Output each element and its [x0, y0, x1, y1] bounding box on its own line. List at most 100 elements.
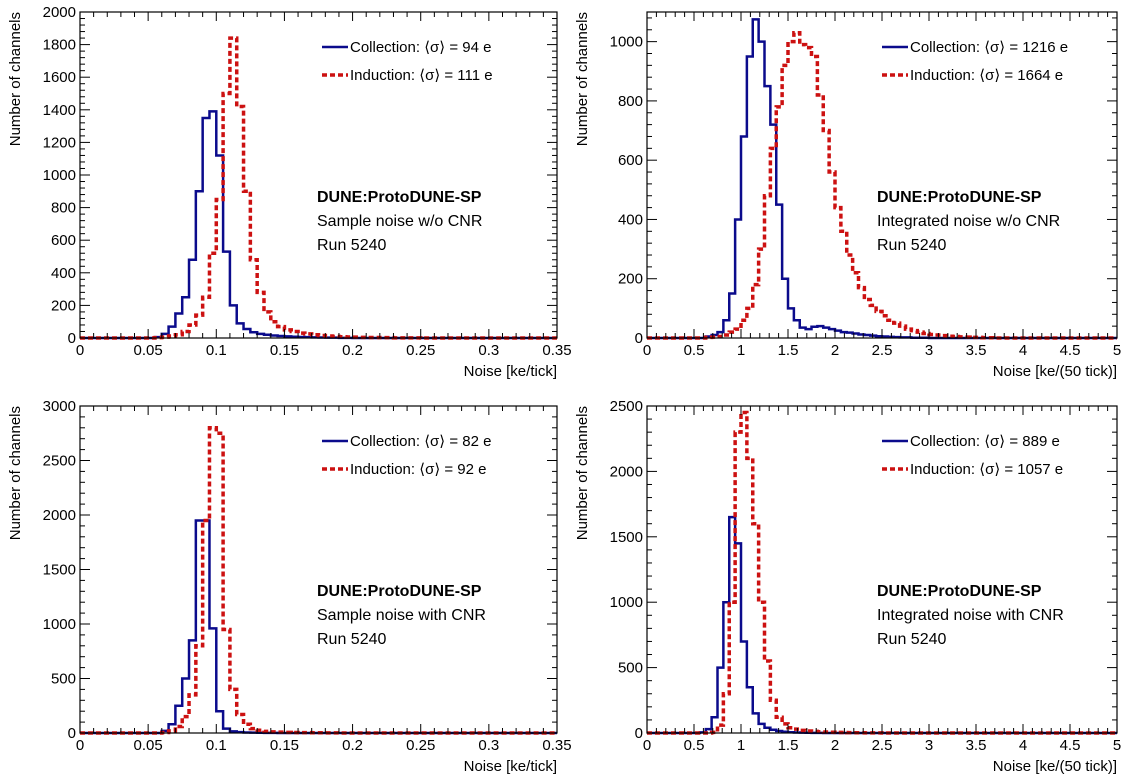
- x-tick-label: 4.5: [1060, 737, 1081, 754]
- x-tick-label: 2.5: [872, 737, 893, 754]
- y-tick-label: 0: [635, 725, 643, 742]
- noise-description: Integrated noise w/o CNR: [877, 213, 1060, 230]
- legend-label-collection: Collection: ⟨σ⟩ = 1216 e: [910, 39, 1068, 56]
- y-tick-label: 1000: [610, 34, 643, 51]
- y-tick-label: 600: [51, 232, 76, 249]
- y-axis-title: Number of channels: [7, 12, 24, 146]
- x-axis-title: Noise [ke/(50 tick)]: [993, 363, 1117, 380]
- x-tick-label: 0.2: [342, 342, 363, 359]
- legend-label-collection: Collection: ⟨σ⟩ = 82 e: [350, 433, 491, 450]
- run-label: Run 5240: [877, 631, 946, 648]
- y-tick-label: 200: [618, 271, 643, 288]
- y-tick-label: 1000: [610, 594, 643, 611]
- y-tick-label: 2000: [43, 4, 76, 21]
- plot-frame: [79, 405, 558, 734]
- x-tick-label: 0: [643, 342, 651, 359]
- x-tick-label: 0.5: [684, 342, 705, 359]
- x-tick-label: 0: [76, 342, 84, 359]
- legend-label-induction: Induction: ⟨σ⟩ = 1664 e: [910, 67, 1063, 84]
- experiment-label: DUNE:ProtoDUNE-SP: [877, 583, 1042, 600]
- chart-panel-4: 0 0.5 1 1.5 2 2.5 3 3.5 4 4.5 5 0 500 1000 1500 2000 250…: [574, 398, 1121, 775]
- y-tick-label: 1500: [43, 562, 76, 579]
- collection-histogram: [647, 515, 1117, 735]
- x-tick-label: 0.25: [406, 737, 435, 754]
- legend-label-induction: Induction: ⟨σ⟩ = 1057 e: [910, 461, 1063, 478]
- run-label: Run 5240: [317, 631, 386, 648]
- x-tick-label: 4.5: [1060, 342, 1081, 359]
- y-axis-title: Number of channels: [574, 12, 591, 146]
- x-tick-label: 0.25: [406, 342, 435, 359]
- x-tick-label: 0.15: [270, 737, 299, 754]
- plot-frame: [646, 11, 1118, 339]
- y-tick-label: 600: [618, 152, 643, 169]
- x-axis-title: Noise [ke/tick]: [464, 758, 557, 775]
- legend-label-induction: Induction: ⟨σ⟩ = 92 e: [350, 461, 486, 478]
- y-axis-title: Number of channels: [574, 406, 591, 540]
- noise-description: Sample noise w/o CNR: [317, 213, 482, 230]
- x-tick-label: 5: [1113, 342, 1121, 359]
- x-tick-label: 1: [737, 737, 745, 754]
- x-tick-label: 0.05: [134, 342, 163, 359]
- x-tick-label: 5: [1113, 737, 1121, 754]
- chart-panel-1: 0 0.05 0.1 0.15 0.2 0.25 0.3 0.35 0 200 400 600 800 1…: [7, 4, 572, 380]
- run-label: Run 5240: [877, 237, 946, 254]
- y-tick-label: 2000: [610, 463, 643, 480]
- x-axis-title: Noise [ke/tick]: [464, 363, 557, 380]
- experiment-label: DUNE:ProtoDUNE-SP: [317, 189, 482, 206]
- y-tick-label: 1600: [43, 69, 76, 86]
- experiment-label: DUNE:ProtoDUNE-SP: [877, 189, 1042, 206]
- chart-panel-3: 0 0.05 0.1 0.15 0.2 0.25 0.3 0.35 0 500 1000 1500 20…: [7, 398, 572, 775]
- y-tick-label: 400: [51, 265, 76, 282]
- chart-panel-2: 0 0.5 1 1.5 2 2.5 3 3.5 4 4.5 5 0 200 400 600 800 1000 No…: [574, 11, 1121, 380]
- x-tick-label: 0.3: [478, 737, 499, 754]
- y-tick-label: 1500: [610, 529, 643, 546]
- y-tick-label: 200: [51, 297, 76, 314]
- y-tick-label: 400: [618, 211, 643, 228]
- legend-label-induction: Induction: ⟨σ⟩ = 111 e: [350, 67, 493, 84]
- x-tick-label: 1: [737, 342, 745, 359]
- x-tick-label: 4: [1019, 737, 1027, 754]
- x-tick-label: 2: [831, 737, 839, 754]
- run-label: Run 5240: [317, 237, 386, 254]
- y-tick-label: 0: [68, 330, 76, 347]
- x-tick-label: 0.1: [206, 737, 227, 754]
- x-tick-label: 3.5: [966, 342, 987, 359]
- x-tick-label: 0.35: [542, 737, 571, 754]
- x-axis-title: Noise [ke/(50 tick)]: [993, 758, 1117, 775]
- y-axis-title: Number of channels: [7, 406, 24, 540]
- y-tick-label: 0: [68, 725, 76, 742]
- y-tick-label: 1000: [43, 167, 76, 184]
- x-tick-label: 0.5: [684, 737, 705, 754]
- x-tick-label: 0.15: [270, 342, 299, 359]
- x-tick-label: 2.5: [872, 342, 893, 359]
- y-tick-label: 500: [51, 671, 76, 688]
- y-tick-label: 1000: [43, 616, 76, 633]
- y-tick-label: 1800: [43, 37, 76, 54]
- legend-label-collection: Collection: ⟨σ⟩ = 94 e: [350, 39, 491, 56]
- x-tick-label: 2: [831, 342, 839, 359]
- x-tick-label: 0.1: [206, 342, 227, 359]
- x-tick-label: 3: [925, 342, 933, 359]
- noise-description: Integrated noise with CNR: [877, 607, 1064, 624]
- plot-frame: [79, 11, 558, 339]
- x-tick-label: 1.5: [778, 737, 799, 754]
- noise-description: Sample noise with CNR: [317, 607, 486, 624]
- x-tick-label: 0: [643, 737, 651, 754]
- x-tick-label: 0.05: [134, 737, 163, 754]
- x-tick-label: 3.5: [966, 737, 987, 754]
- x-tick-label: 0: [76, 737, 84, 754]
- x-tick-label: 0.35: [542, 342, 571, 359]
- y-tick-label: 1200: [43, 134, 76, 151]
- y-tick-label: 2500: [43, 453, 76, 470]
- y-tick-label: 3000: [43, 398, 76, 415]
- collection-histogram: [80, 519, 557, 735]
- experiment-label: DUNE:ProtoDUNE-SP: [317, 583, 482, 600]
- y-tick-label: 800: [618, 93, 643, 110]
- x-tick-label: 0.2: [342, 737, 363, 754]
- y-tick-label: 800: [51, 200, 76, 217]
- legend-label-collection: Collection: ⟨σ⟩ = 889 e: [910, 433, 1060, 450]
- y-tick-label: 2000: [43, 507, 76, 524]
- x-tick-label: 1.5: [778, 342, 799, 359]
- x-tick-label: 4: [1019, 342, 1027, 359]
